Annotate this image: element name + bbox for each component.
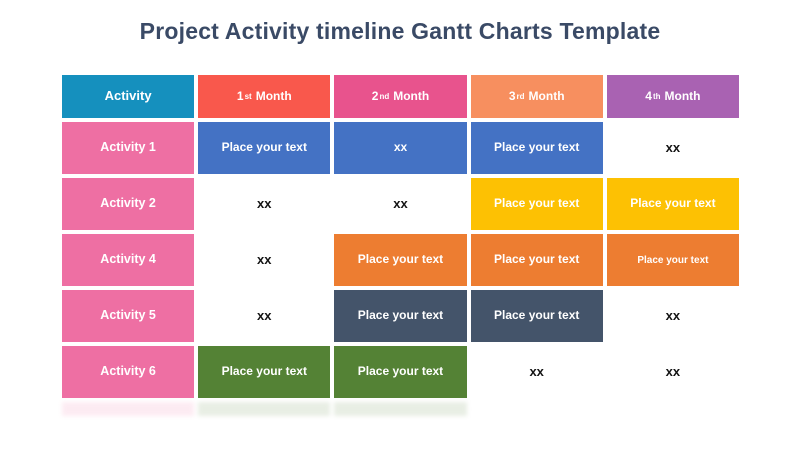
gantt-cell-a6-m4: xx: [606, 346, 739, 398]
activity-1-label: Activity 1: [62, 122, 195, 174]
month-word: Month: [255, 88, 292, 103]
reflection-month1-col: [198, 402, 331, 416]
month-number: 4: [645, 88, 652, 103]
month-number: 2: [371, 88, 379, 103]
page-title: Project Activity timeline Gantt Charts T…: [139, 18, 661, 44]
gantt-cell-a5-m3: Place your text: [470, 290, 603, 342]
reflection-month4-col: [606, 402, 739, 416]
gantt-cell-a1-m3: Place your text: [470, 122, 603, 174]
gantt-cell-a2-m4: Place your text: [606, 178, 739, 230]
gantt-cell-a5-m1: xx: [198, 290, 331, 342]
reflection-month2-col: [334, 402, 467, 416]
gantt-cell-a4-m1: xx: [198, 234, 331, 286]
month-number: 3: [508, 88, 516, 103]
gantt-cell-a5-m4: xx: [606, 290, 739, 342]
month-word: Month: [664, 88, 701, 103]
gantt-cell-a5-m2: Place your text: [334, 290, 467, 342]
reflection-activity-col: [62, 402, 195, 416]
gantt-cell-a4-m3: Place your text: [470, 234, 603, 286]
month-number: 1: [236, 88, 244, 103]
gantt-cell-a4-m4: Place your text: [606, 234, 739, 286]
reflection-month3-col: [470, 402, 603, 416]
gantt-cell-a6-m3: xx: [470, 346, 603, 398]
gantt-cell-a2-m2: xx: [334, 178, 467, 230]
month-word: Month: [393, 88, 430, 103]
gantt-cell-a2-m3: Place your text: [470, 178, 603, 230]
gantt-cell-a6-m1: Place your text: [198, 346, 331, 398]
activity-5-label: Activity 5: [62, 290, 195, 342]
gantt-cell-a1-m2: xx: [334, 122, 467, 174]
activity-6-label: Activity 6: [62, 346, 195, 398]
header-activity: Activity: [62, 75, 195, 118]
gantt-cell-a2-m1: xx: [198, 178, 331, 230]
activity-2-label: Activity 2: [62, 178, 195, 230]
month-word: Month: [528, 88, 565, 103]
activity-4-label: Activity 4: [62, 234, 195, 286]
gantt-cell-a6-m2: Place your text: [334, 346, 467, 398]
table-reflection: [62, 402, 739, 416]
gantt-cell-a1-m4: xx: [606, 122, 739, 174]
gantt-cell-a4-m2: Place your text: [334, 234, 467, 286]
gantt-cell-a1-m1: Place your text: [198, 122, 331, 174]
